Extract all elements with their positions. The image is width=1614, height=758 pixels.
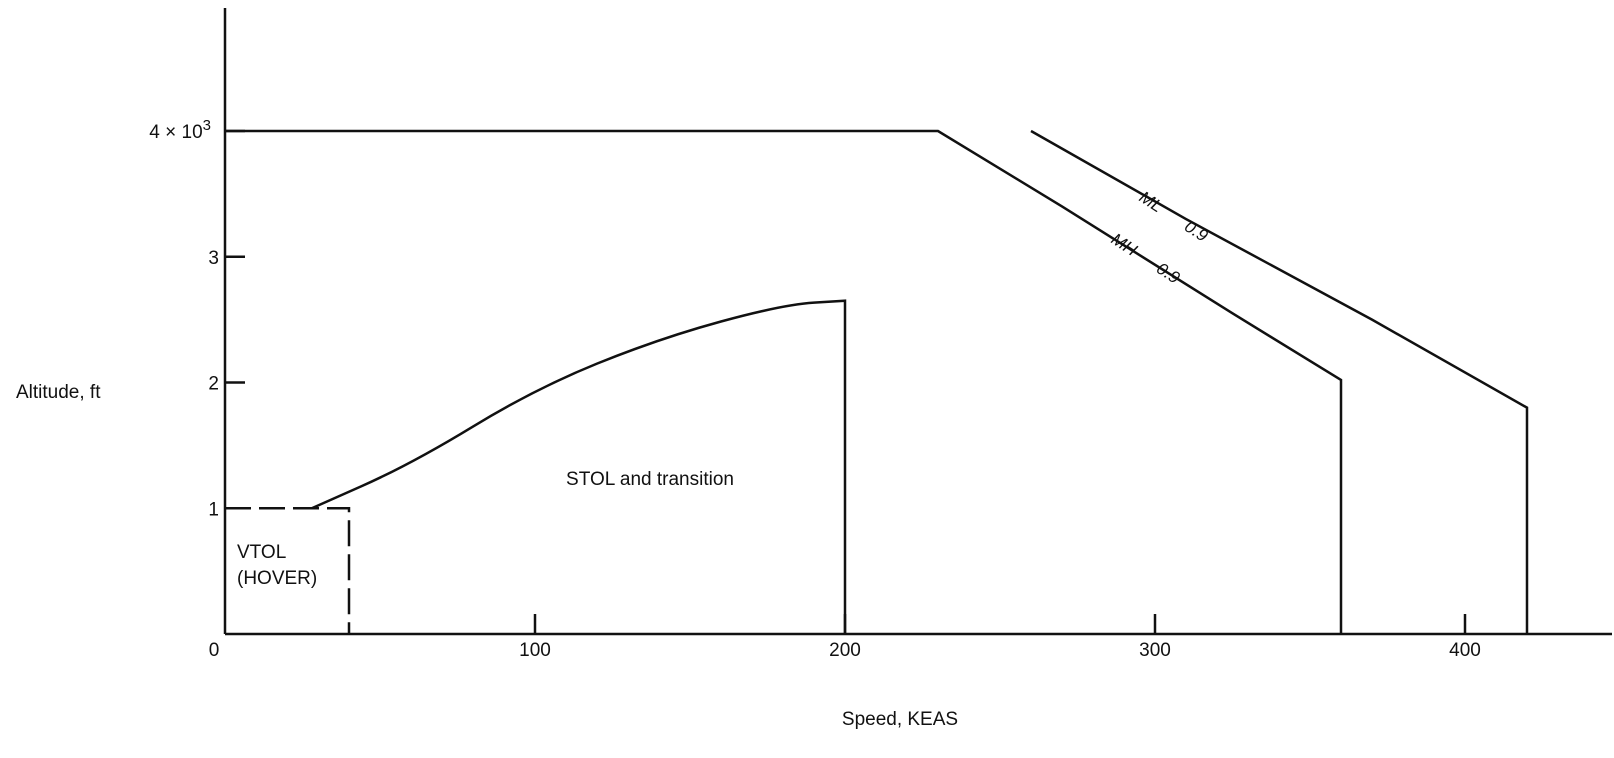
series-vtol-line	[225, 507, 351, 634]
hover-region-label: (HOVER)	[237, 568, 317, 589]
x-tick-label: 300	[1139, 640, 1171, 661]
axes	[223, 8, 1612, 636]
series-stol-line	[311, 299, 847, 634]
x-tick-label: 100	[519, 640, 551, 661]
svg-text:0.9: 0.9	[1181, 217, 1212, 246]
svg-text:MH: MH	[1108, 229, 1141, 260]
y-tick-label: 4 × 103	[149, 117, 211, 143]
x-tick-label: 200	[829, 640, 861, 661]
series-layer	[225, 129, 1529, 634]
series-mh-line	[225, 129, 1343, 634]
svg-text:0.9: 0.9	[1153, 259, 1184, 288]
y-tick-label: 3	[208, 248, 219, 269]
x-tick-label: 400	[1449, 640, 1481, 661]
series-ml-line	[1030, 129, 1529, 634]
stol-region-label: STOL and transition	[566, 469, 734, 490]
y-axis-label: Altitude, ft	[16, 382, 101, 403]
vtol-region-label: VTOL	[237, 542, 286, 563]
x-tick-label: 0	[209, 640, 220, 661]
ml-curve-label: ML 0.9	[1136, 187, 1212, 246]
x-axis-label: Speed, KEAS	[842, 709, 958, 730]
y-tick-label: 2	[208, 374, 219, 395]
tick-labels: 0 100 200 300 400 1 2 3 4 × 103	[149, 117, 1481, 661]
y-tick-label: 1	[208, 499, 219, 520]
